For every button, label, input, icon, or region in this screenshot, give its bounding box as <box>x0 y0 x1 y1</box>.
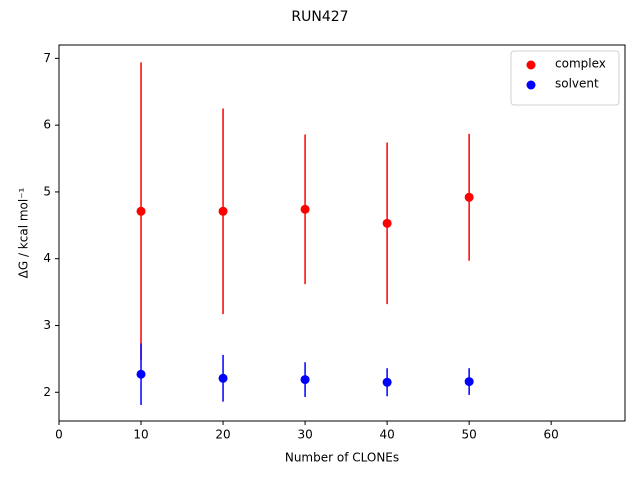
x-tick-label: 60 <box>544 428 559 442</box>
legend: complex solvent <box>510 50 620 106</box>
point <box>464 192 474 202</box>
y-axis-label: ΔG / kcal mol⁻¹ <box>17 187 31 278</box>
x-tick-label: 20 <box>215 428 230 442</box>
x-tick-label: 10 <box>133 428 148 442</box>
point <box>300 375 310 385</box>
y-tick-label: 7 <box>43 51 51 65</box>
legend-label: complex <box>555 57 606 71</box>
legend-marker <box>526 80 536 90</box>
point <box>382 377 392 387</box>
point <box>464 377 474 387</box>
point <box>218 373 228 383</box>
point <box>382 218 392 228</box>
y-tick-label: 4 <box>43 251 51 265</box>
legend-box <box>510 50 620 106</box>
y-tick-label: 5 <box>43 184 51 198</box>
x-tick-label: 0 <box>55 428 63 442</box>
chart-title: RUN427 <box>291 9 348 25</box>
x-tick-label: 30 <box>297 428 312 442</box>
y-tick-label: 6 <box>43 118 51 132</box>
x-axis-label: Number of CLONEs <box>285 451 399 465</box>
x-tick-label: 40 <box>379 428 394 442</box>
point <box>136 369 146 379</box>
point <box>136 206 146 216</box>
y-tick-label: 3 <box>43 318 51 332</box>
y-tick-label: 2 <box>43 385 51 399</box>
plot-frame <box>58 44 626 422</box>
point <box>300 204 310 214</box>
point <box>218 206 228 216</box>
x-tick-label: 50 <box>462 428 477 442</box>
legend-marker <box>526 60 536 70</box>
legend-label: solvent <box>555 77 599 91</box>
